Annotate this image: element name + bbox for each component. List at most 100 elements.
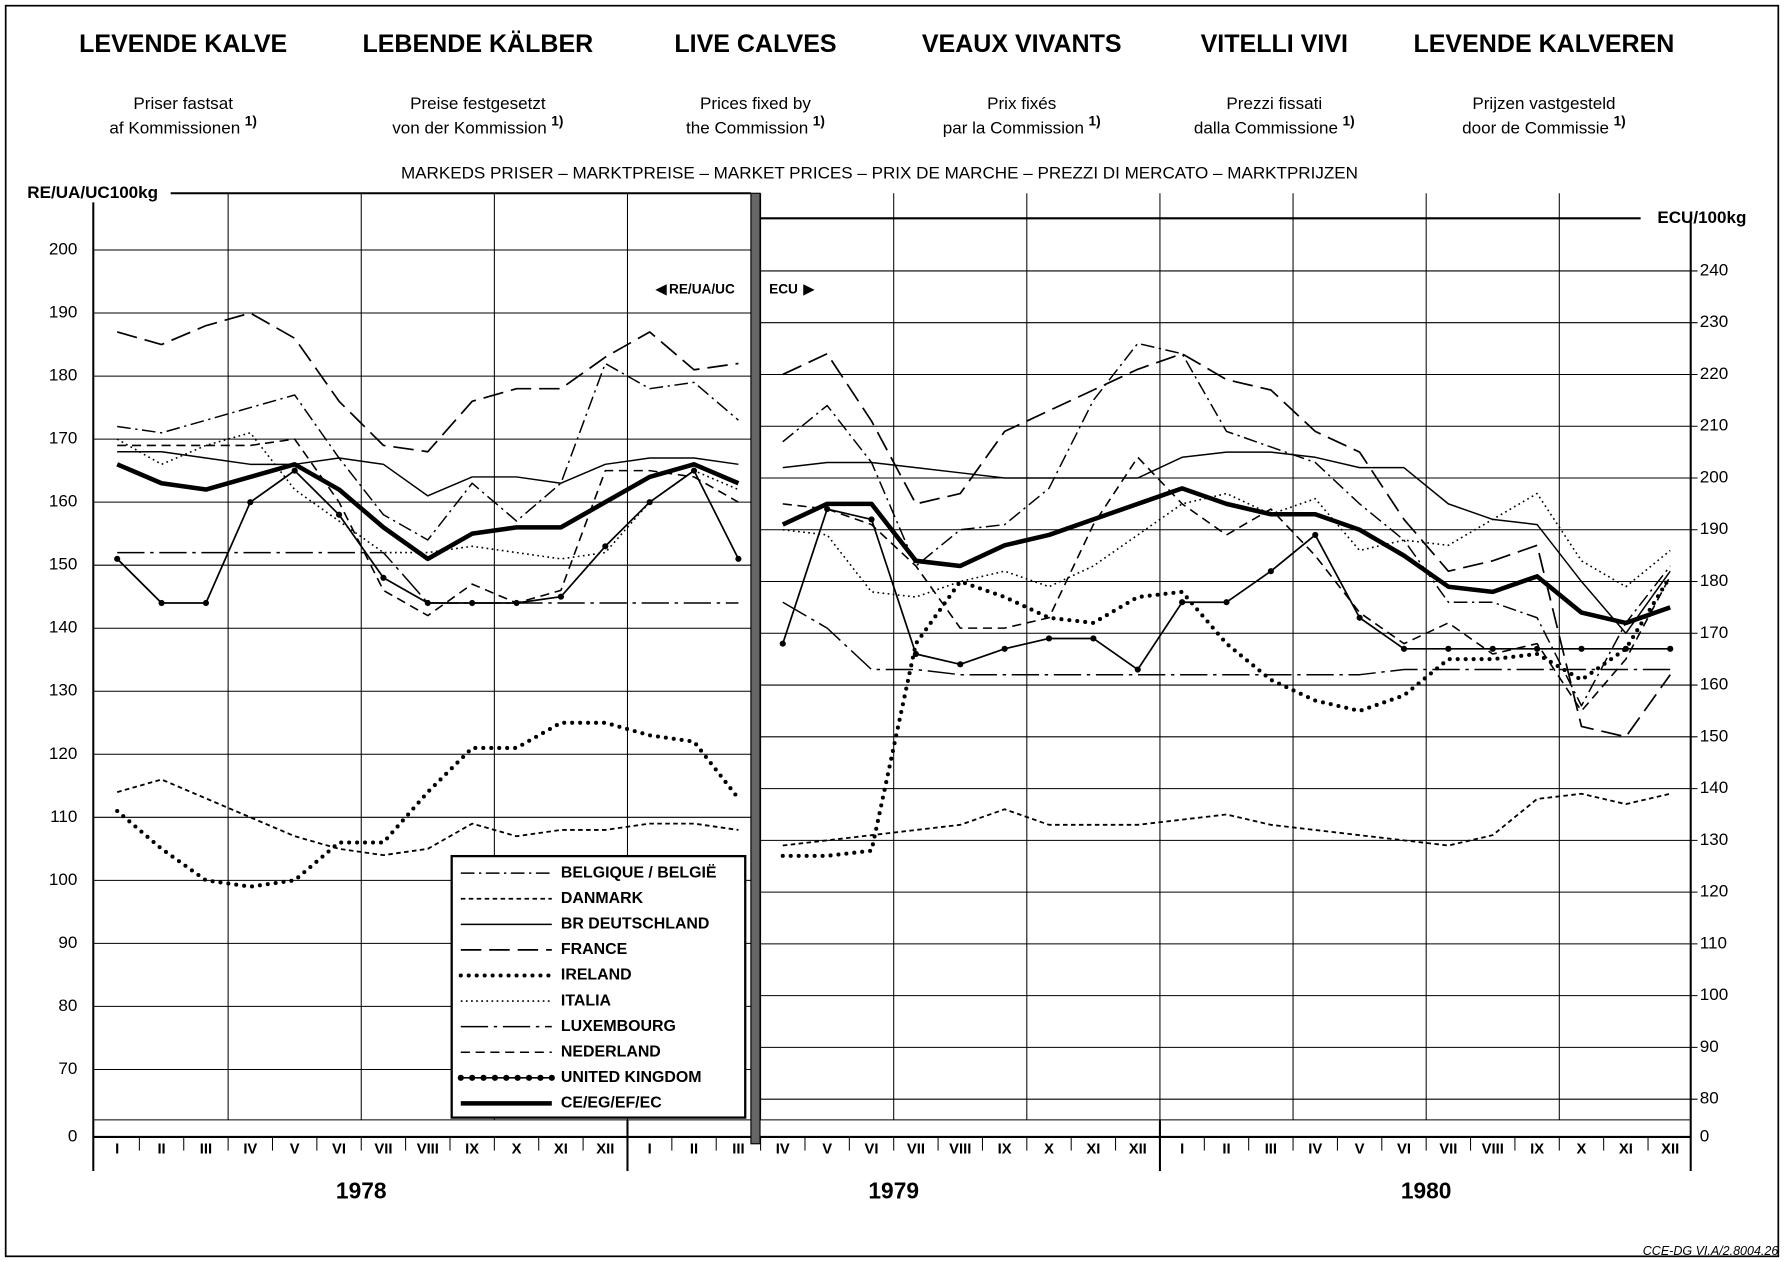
- column-subtitle: Prix fixés: [987, 94, 1056, 113]
- x-tick-label: X: [1577, 1141, 1587, 1157]
- legend-label: DANMARK: [561, 890, 644, 907]
- x-tick-label: I: [1180, 1141, 1184, 1157]
- x-tick-label: VII: [1439, 1141, 1457, 1157]
- arrow-right: [803, 284, 815, 296]
- y2-tick-label: 160: [1700, 675, 1728, 694]
- legend: [450, 854, 747, 1119]
- y-break-label: 0: [68, 1126, 77, 1145]
- y-tick-label: 110: [50, 807, 77, 826]
- y-tick-label: 180: [49, 366, 77, 385]
- column-subtitle: af Kommissionen 1): [109, 113, 256, 137]
- arrow-left: [655, 284, 667, 296]
- footnote-mark: 1): [1089, 113, 1101, 128]
- x-tick-label: III: [732, 1141, 744, 1157]
- series-line: [114, 467, 742, 607]
- y-tick-label: 200: [49, 240, 77, 259]
- x-tick-label: VIII: [949, 1141, 971, 1157]
- x-tick-label: XI: [554, 1141, 568, 1157]
- year-label: 1979: [868, 1178, 919, 1204]
- x-tick-label: VII: [374, 1141, 392, 1157]
- y-axis-label: RE/UA/UC100kg: [27, 183, 158, 202]
- column-title: VITELLI VIVI: [1201, 30, 1348, 58]
- x-tick-label: IV: [776, 1141, 790, 1157]
- legend-label: ITALIA: [561, 992, 612, 1009]
- legend-label: FRANCE: [561, 941, 627, 958]
- x-tick-label: I: [115, 1141, 119, 1157]
- column-subtitle: Prices fixed by: [700, 94, 811, 113]
- y2-tick-label: 200: [1700, 467, 1728, 486]
- y2-break-label: 0: [1700, 1126, 1709, 1145]
- column-subtitle: the Commission 1): [686, 113, 825, 137]
- x-tick-label: XII: [1129, 1141, 1147, 1157]
- subtitle-line: af Kommissionen: [109, 118, 240, 137]
- y2-tick-label: 210: [1700, 416, 1728, 435]
- y-tick-label: 170: [49, 429, 77, 448]
- x-tick-label: V: [1355, 1141, 1365, 1157]
- y2-tick-label: 130: [1700, 830, 1728, 849]
- x-tick-label: I: [648, 1141, 652, 1157]
- legend-label: UNITED KINGDOM: [561, 1069, 702, 1086]
- y2-tick-label: 190: [1700, 519, 1728, 538]
- series-line: [116, 778, 739, 857]
- column-subtitle: Prezzi fissati: [1226, 94, 1322, 113]
- x-tick-label: VIII: [417, 1141, 439, 1157]
- series-line: [115, 720, 741, 889]
- y2-tick-label: 220: [1700, 364, 1728, 383]
- subtitle-line: par la Commission: [943, 118, 1084, 137]
- x-tick-label: V: [290, 1141, 300, 1157]
- y2-tick-label: 80: [1700, 1089, 1719, 1108]
- y2-tick-label: 230: [1700, 312, 1728, 331]
- column-subtitle: von der Kommission 1): [392, 113, 563, 137]
- y-tick-label: 90: [58, 933, 77, 952]
- series-line: [782, 792, 1671, 847]
- x-tick-label: X: [1044, 1141, 1054, 1157]
- x-tick-label: XI: [1619, 1141, 1633, 1157]
- y2-tick-label: 140: [1700, 778, 1728, 797]
- legend-label: BR DEUTSCHLAND: [561, 916, 710, 933]
- column-title: LIVE CALVES: [674, 30, 836, 58]
- y-tick-label: 80: [58, 996, 77, 1015]
- x-tick-label: III: [200, 1141, 212, 1157]
- x-tick-label: VI: [865, 1141, 879, 1157]
- annotation: RE/UA/UC: [669, 282, 735, 297]
- y-tick-label: 100: [49, 870, 77, 889]
- y2-tick-label: 240: [1700, 260, 1728, 279]
- column-subtitle: door de Commissie 1): [1462, 113, 1626, 137]
- subtitle-line: door de Commissie: [1462, 118, 1609, 137]
- legend-label: BELGIQUE / BELGIË: [561, 863, 717, 881]
- y-tick-label: 70: [58, 1059, 77, 1078]
- annotation: ECU: [769, 282, 798, 297]
- x-tick-label: VI: [1397, 1141, 1411, 1157]
- column-subtitle: Prijzen vastgesteld: [1472, 94, 1615, 113]
- x-tick-label: VII: [907, 1141, 925, 1157]
- legend-label: CE/EG/EF/EC: [561, 1095, 662, 1112]
- y2-tick-label: 90: [1700, 1037, 1719, 1056]
- x-tick-label: VI: [332, 1141, 346, 1157]
- column-title: LEVENDE KALVEREN: [1413, 30, 1674, 58]
- y-tick-label: 160: [49, 492, 77, 511]
- legend-label: LUXEMBOURG: [561, 1018, 676, 1035]
- y2-tick-label: 120: [1700, 882, 1728, 901]
- x-tick-label: II: [1222, 1141, 1230, 1157]
- x-tick-label: II: [157, 1141, 165, 1157]
- x-tick-label: XI: [1086, 1141, 1100, 1157]
- y2-tick-label: 150: [1700, 726, 1728, 745]
- series-line: [116, 312, 739, 453]
- x-tick-label: V: [822, 1141, 832, 1157]
- footnote-mark: 1): [813, 113, 825, 128]
- legend-label: IRELAND: [561, 967, 632, 984]
- column-subtitle: Preise festgesetzt: [410, 94, 546, 113]
- x-tick-label: XII: [596, 1141, 614, 1157]
- x-tick-label: IX: [998, 1141, 1012, 1157]
- year-label: 1978: [336, 1178, 387, 1204]
- footnote-mark: 1): [245, 113, 257, 128]
- legend-entries: BELGIQUE / BELGIË DANMARK BR DEUTSCHLAND FR…: [457, 863, 717, 1112]
- column-subtitle: Priser fastsat: [133, 94, 233, 113]
- x-tick-label: III: [1265, 1141, 1277, 1157]
- y2-tick-label: 110: [1700, 933, 1727, 952]
- y-tick-label: 130: [49, 681, 77, 700]
- x-tick-label: XII: [1661, 1141, 1679, 1157]
- y-tick-label: 150: [49, 555, 77, 574]
- column-title: LEBENDE KÄLBER: [362, 30, 593, 58]
- year-label: 1980: [1401, 1178, 1452, 1204]
